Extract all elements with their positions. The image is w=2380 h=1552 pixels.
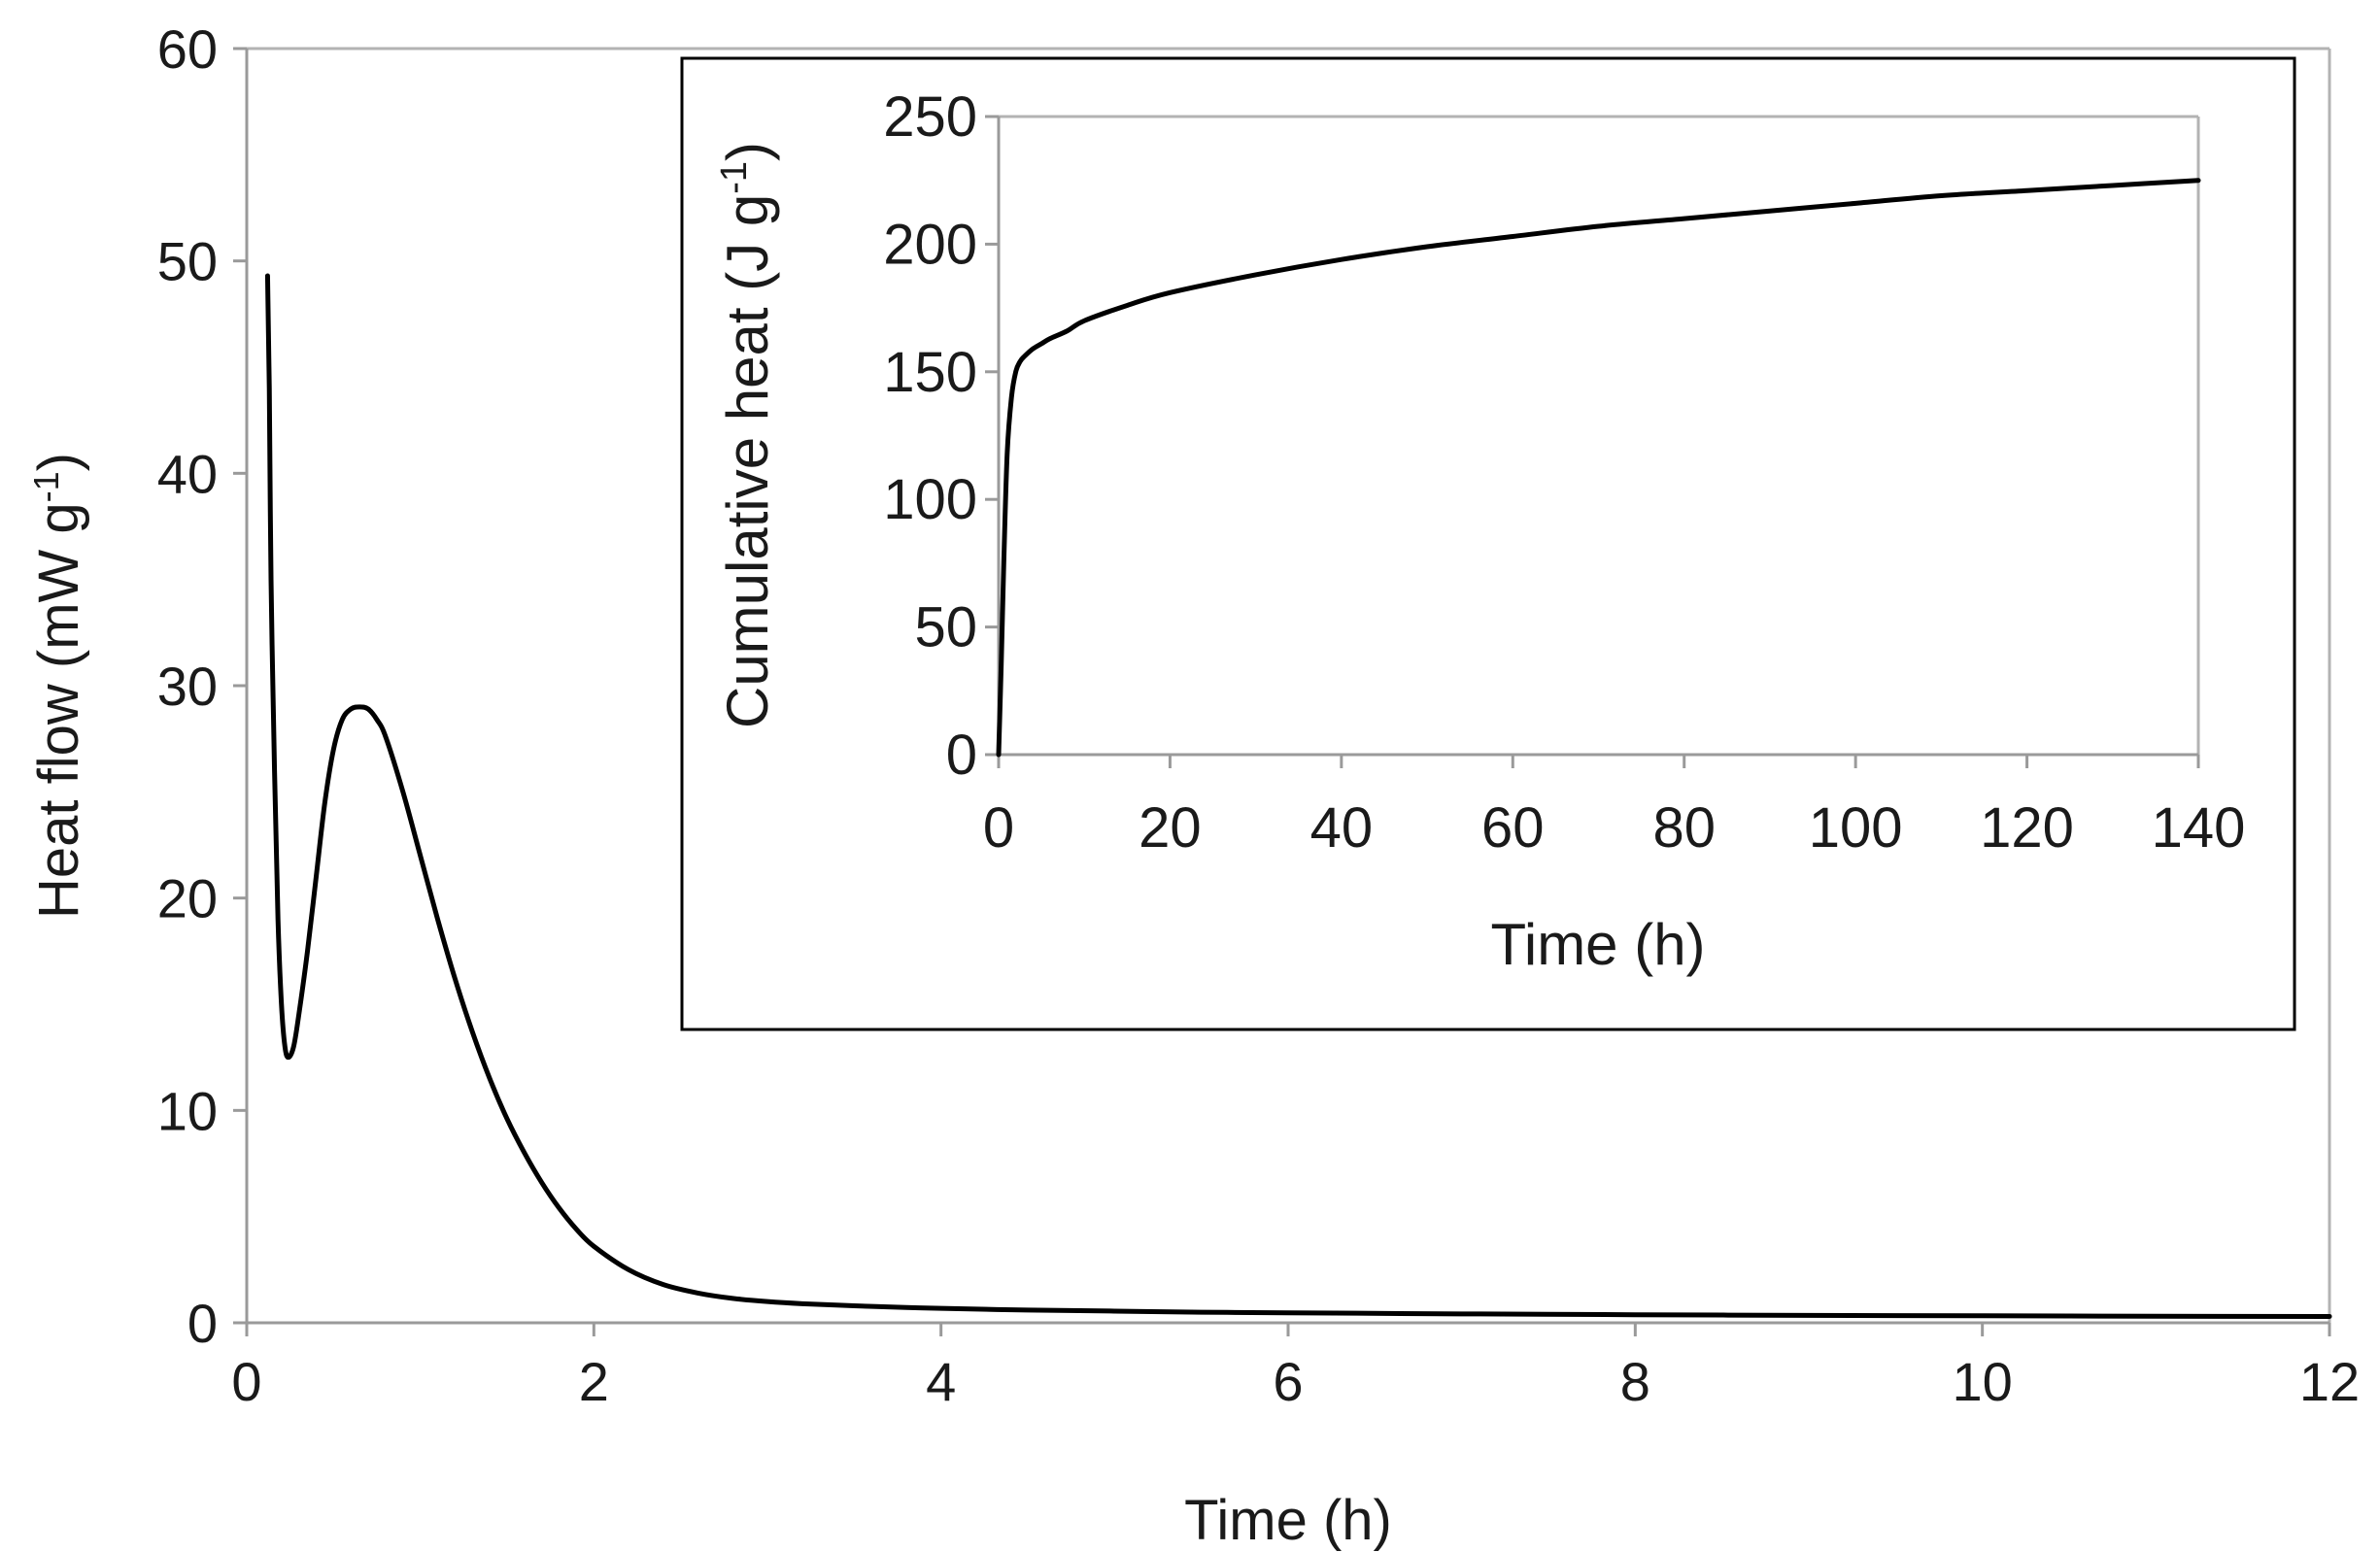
inset-x-tick-label: 60	[1481, 796, 1545, 860]
inset-x-tick-label: 140	[2152, 796, 2246, 860]
inset-frame	[680, 56, 2296, 1031]
inset-y-axis-title-superscript: -1	[714, 161, 755, 194]
inset-y-axis-title-base: Cumulative heat (J g	[715, 194, 780, 728]
main-y-tick-label: 20	[157, 868, 218, 929]
main-y-axis-title-superscript: -1	[26, 471, 66, 502]
main-y-tick-label: 30	[157, 656, 218, 717]
inset-y-tick-label: 250	[883, 85, 977, 149]
inset-x-tick-label: 80	[1652, 796, 1716, 860]
inset-x-tick-label: 100	[1809, 796, 1903, 860]
inset-y-tick-label: 100	[883, 468, 977, 531]
heat-flow-series-line	[264, 273, 2332, 1319]
inset-x-tick-label: 0	[983, 796, 1014, 860]
main-y-axis-ticks: 0 10 20 30 40 50 60	[157, 18, 247, 1354]
inset-y-axis-title: Cumulative heat (J g-1)	[714, 142, 780, 728]
inset-x-axis-title: Time (h)	[1490, 912, 1705, 977]
inset-y-axis-title-close: )	[715, 142, 780, 161]
main-x-tick-label: 8	[1620, 1351, 1650, 1412]
inset-y-axis-ticks: 0 50 100 150 200 250	[883, 85, 999, 787]
main-y-axis-title-base: Heat flow (mW g	[27, 502, 90, 919]
inset-y-tick-label: 50	[914, 596, 977, 659]
main-x-axis-ticks: 0 2 4 6 8 10 12	[231, 1323, 2360, 1412]
main-y-axis-title-close: )	[27, 453, 90, 471]
main-x-axis-title: Time (h)	[1184, 1489, 1392, 1552]
main-y-tick-label: 50	[157, 231, 218, 292]
main-y-axis-title: Heat flow (mW g-1)	[26, 453, 90, 919]
main-y-tick-label: 40	[157, 443, 218, 504]
main-y-tick-label: 60	[157, 18, 218, 80]
inset-x-tick-label: 20	[1139, 796, 1202, 860]
inset-x-tick-label: 40	[1310, 796, 1374, 860]
inset-cumulative-heat-chart: 0 20 40 60 80 100 120 140 0 50 100 150 200 250 Time …	[680, 56, 2296, 1031]
main-heat-flow-chart: 0 2 4 6 8 10 12 0 10 20 30 40 50 60 Time (h) Heat fl…	[26, 18, 2360, 1552]
main-x-tick-label: 10	[1953, 1351, 2013, 1412]
main-y-tick-label: 10	[157, 1080, 218, 1141]
inset-x-tick-label: 120	[1980, 796, 2074, 860]
cumulative-heat-series-line	[996, 178, 2201, 758]
inset-y-tick-label: 0	[946, 724, 977, 787]
main-x-tick-label: 6	[1273, 1351, 1303, 1412]
inset-y-tick-label: 200	[883, 213, 977, 276]
inset-x-axis-ticks: 0 20 40 60 80 100 120 140	[983, 755, 2246, 860]
main-x-tick-label: 4	[926, 1351, 956, 1412]
main-y-tick-label: 0	[187, 1293, 218, 1354]
inset-y-tick-label: 150	[883, 341, 977, 404]
main-x-tick-label: 12	[2299, 1351, 2360, 1412]
main-x-tick-label: 2	[579, 1351, 609, 1412]
main-x-tick-label: 0	[231, 1351, 261, 1412]
